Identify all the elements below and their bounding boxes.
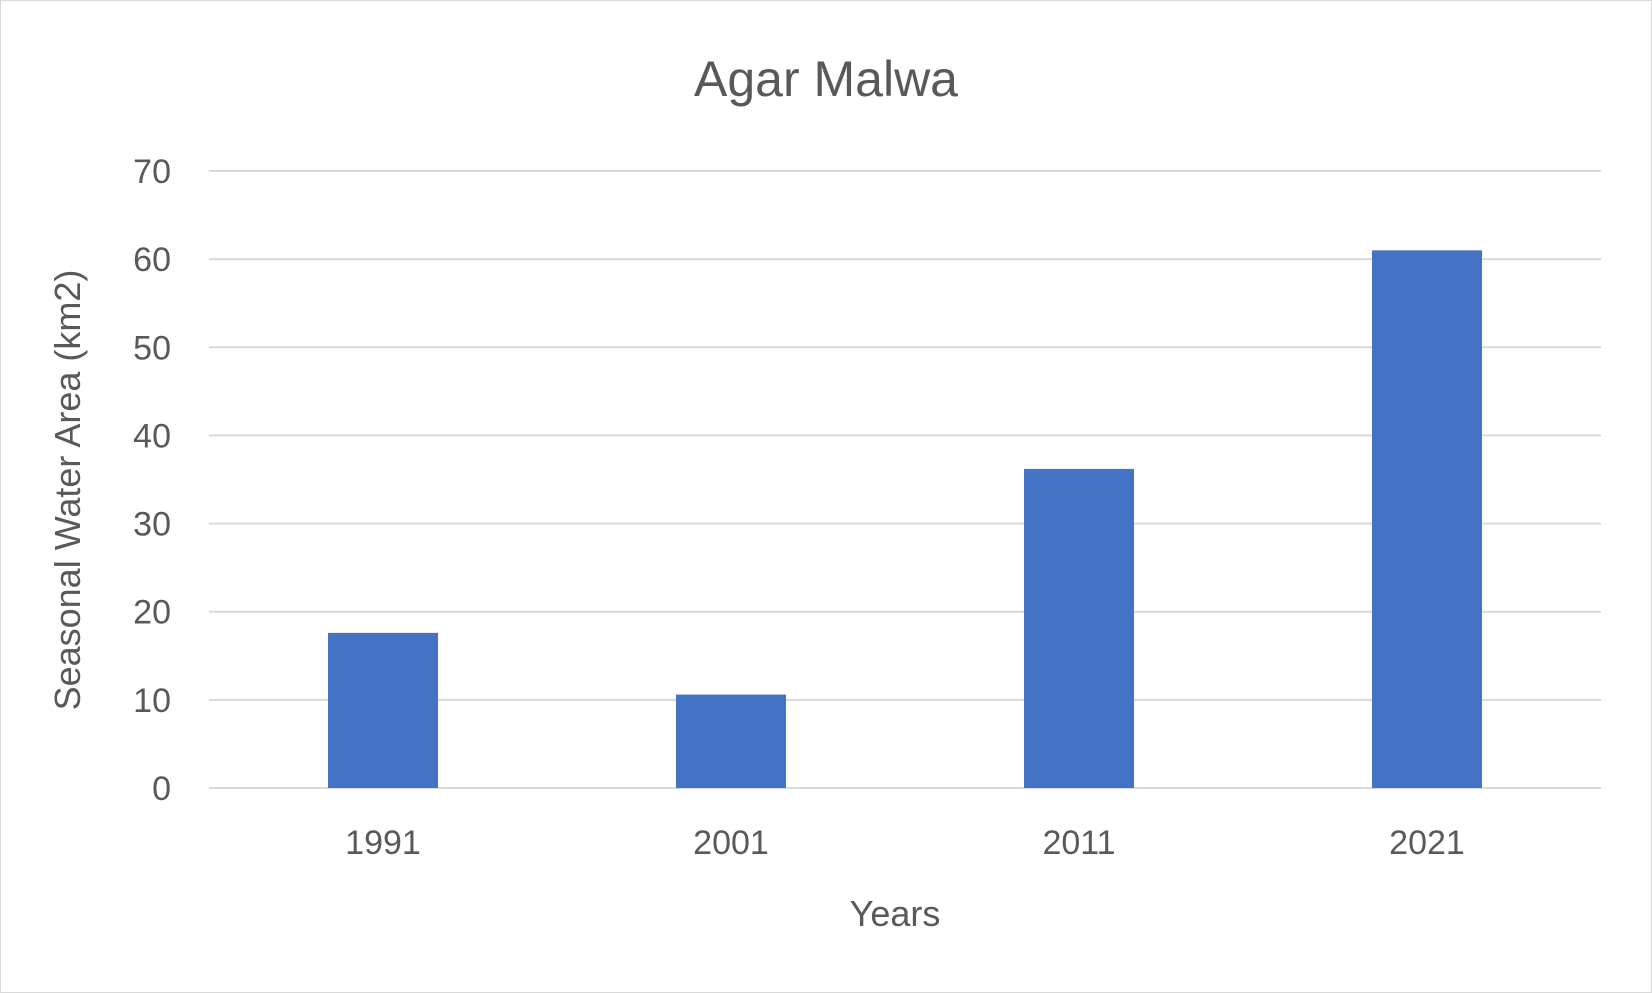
x-axis-ticks: 1991 2001 2011 2021 [345,824,1465,862]
y-axis-ticks: 0 10 20 30 40 50 60 70 [133,153,171,808]
chart-title: Agar Malwa [694,51,958,107]
y-tick-label: 50 [133,329,171,367]
x-tick-label: 1991 [345,824,421,862]
bar-1991 [328,632,438,788]
y-tick-label: 0 [152,770,171,808]
x-axis-label: Years [850,893,941,934]
x-tick-label: 2001 [693,824,769,862]
y-tick-label: 60 [133,241,171,279]
bar-2021 [1372,250,1482,789]
x-tick-label: 2011 [1042,824,1115,862]
bar-2001 [676,694,786,788]
y-tick-label: 70 [133,153,171,191]
gridlines [209,170,1601,789]
y-tick-label: 30 [133,506,171,544]
y-tick-label: 10 [133,682,171,720]
y-tick-label: 40 [133,417,171,455]
bars [328,250,1482,789]
bar-2011 [1024,468,1134,788]
y-axis-label: Seasonal Water Area (km2) [47,270,88,711]
y-tick-label: 20 [133,594,171,632]
x-tick-label: 2021 [1389,824,1465,862]
